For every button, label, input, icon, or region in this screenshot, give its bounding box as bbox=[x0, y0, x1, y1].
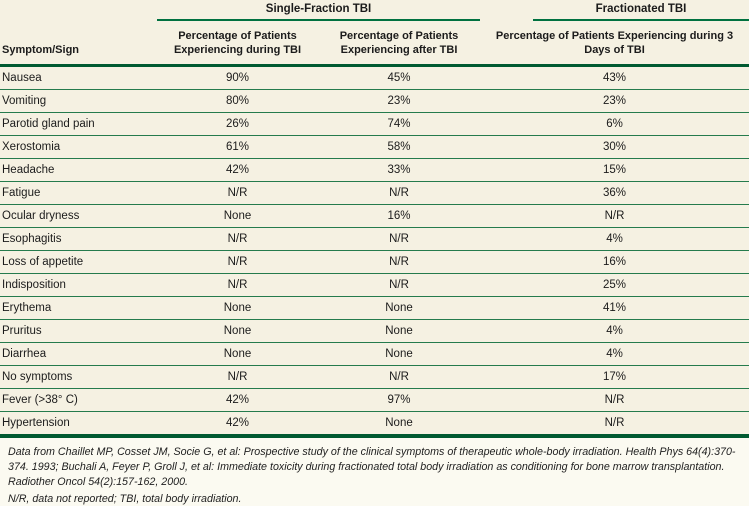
single-fraction-tbi-spanner: Single-Fraction TBI bbox=[157, 0, 481, 21]
abbreviations-note: N/R, data not reported; TBI, total body … bbox=[8, 493, 242, 506]
fractionated-tbi-cell: 4% bbox=[480, 342, 749, 366]
fractionated-tbi-cell: N/R bbox=[480, 204, 749, 228]
symptom-cell: Fever (>38° C) bbox=[0, 388, 157, 412]
fractionated-tbi-cell: 41% bbox=[480, 296, 749, 320]
during-tbi-cell: N/R bbox=[157, 227, 318, 251]
symptom-cell: Erythema bbox=[0, 296, 157, 320]
fractionated-tbi-spanner: Fractionated TBI bbox=[533, 0, 749, 21]
table-row: Diarrhea None None 4% bbox=[0, 342, 749, 366]
fractionated-tbi-cell: N/R bbox=[480, 388, 749, 412]
symptom-cell: Fatigue bbox=[0, 181, 157, 205]
during-tbi-cell: None bbox=[157, 342, 318, 366]
column-header-during-tbi: Percentage of Patients Experiencing duri… bbox=[157, 21, 318, 67]
after-tbi-cell: N/R bbox=[318, 250, 481, 274]
during-tbi-cell: 80% bbox=[157, 89, 318, 113]
during-tbi-cell: N/R bbox=[157, 250, 318, 274]
table-row: Fever (>38° C) 42% 97% N/R bbox=[0, 388, 749, 412]
after-tbi-cell: None bbox=[318, 411, 481, 436]
fractionated-tbi-cell: 15% bbox=[480, 158, 749, 182]
table-body: Nausea 90% 45% 43% Vomiting 80% 23% 23% … bbox=[0, 66, 749, 436]
after-tbi-cell: 33% bbox=[318, 158, 481, 182]
after-tbi-cell: None bbox=[318, 342, 481, 366]
fractionated-tbi-cell: 16% bbox=[480, 250, 749, 274]
during-tbi-cell: 42% bbox=[157, 388, 318, 412]
after-tbi-cell: None bbox=[318, 296, 481, 320]
fractionated-tbi-cell: 25% bbox=[480, 273, 749, 297]
fractionated-tbi-cell: 6% bbox=[480, 112, 749, 136]
spanner-header-row: Single-Fraction TBI Fractionated TBI bbox=[0, 0, 749, 21]
after-tbi-cell: 58% bbox=[318, 135, 481, 159]
column-header-after-tbi: Percentage of Patients Experiencing afte… bbox=[318, 21, 481, 67]
during-tbi-cell: None bbox=[157, 204, 318, 228]
table-row: Indisposition N/R N/R 25% bbox=[0, 273, 749, 297]
symptom-cell: Esophagitis bbox=[0, 227, 157, 251]
after-tbi-cell: N/R bbox=[318, 181, 481, 205]
during-tbi-cell: 42% bbox=[157, 411, 318, 436]
symptom-cell: Nausea bbox=[2, 72, 42, 84]
symptom-cell: Vomiting bbox=[0, 89, 157, 113]
after-tbi-cell: 23% bbox=[318, 89, 481, 113]
table-row: Ocular dryness None 16% N/R bbox=[0, 204, 749, 228]
table-row: Headache 42% 33% 15% bbox=[0, 158, 749, 182]
after-tbi-cell: 97% bbox=[318, 388, 481, 412]
symptom-cell: Diarrhea bbox=[0, 342, 157, 366]
fractionated-tbi-cell: 36% bbox=[480, 181, 749, 205]
table-row: No symptoms N/R N/R 17% bbox=[0, 365, 749, 389]
during-tbi-cell: 42% bbox=[157, 158, 318, 182]
spanner-spacer-cell bbox=[0, 0, 157, 21]
during-tbi-cell: N/R bbox=[157, 365, 318, 389]
symptom-cell: Xerostomia bbox=[0, 135, 157, 159]
after-tbi-cell: N/R bbox=[318, 365, 481, 389]
after-tbi-cell: None bbox=[318, 319, 481, 343]
during-tbi-cell: None bbox=[157, 296, 318, 320]
after-tbi-cell: N/R bbox=[318, 227, 481, 251]
table-row: Esophagitis N/R N/R 4% bbox=[0, 227, 749, 251]
table-row: Nausea 90% 45% 43% bbox=[0, 66, 749, 90]
after-tbi-cell: 74% bbox=[318, 112, 481, 136]
table-row: Vomiting 80% 23% 23% bbox=[0, 89, 749, 113]
fractionated-tbi-cell: 17% bbox=[480, 365, 749, 389]
during-tbi-cell: 26% bbox=[157, 112, 318, 136]
during-tbi-cell: N/R bbox=[157, 181, 318, 205]
table-row: Fatigue N/R N/R 36% bbox=[0, 181, 749, 205]
symptom-cell: Hypertension bbox=[0, 411, 157, 436]
fractionated-tbi-cell: N/R bbox=[480, 411, 749, 436]
table-row: Parotid gland pain 26% 74% 6% bbox=[0, 112, 749, 136]
fractionated-tbi-cell: 4% bbox=[480, 227, 749, 251]
after-tbi-cell: 45% bbox=[387, 72, 411, 84]
table-row: Xerostomia 61% 58% 30% bbox=[0, 135, 749, 159]
column-header-fractionated-tbi: Percentage of Patients Experiencing duri… bbox=[480, 21, 749, 67]
symptom-cell: Ocular dryness bbox=[0, 204, 157, 228]
during-tbi-cell: N/R bbox=[157, 273, 318, 297]
source-citation: Data from Chaillet MP, Cosset JM, Socie … bbox=[8, 446, 736, 488]
symptom-cell: Loss of appetite bbox=[0, 250, 157, 274]
footnotes: Data from Chaillet MP, Cosset JM, Socie … bbox=[0, 438, 749, 506]
during-tbi-cell: 90% bbox=[225, 72, 250, 84]
fractionated-tbi-cell: 30% bbox=[480, 135, 749, 159]
fractionated-tbi-cell: 23% bbox=[480, 89, 749, 113]
symptom-cell: Indisposition bbox=[0, 273, 157, 297]
spanner-fractionated-cell: Fractionated TBI bbox=[480, 0, 749, 21]
during-tbi-cell: None bbox=[157, 319, 318, 343]
fractionated-tbi-cell: 4% bbox=[480, 319, 749, 343]
table-row: Erythema None None 41% bbox=[0, 296, 749, 320]
symptom-cell: Headache bbox=[0, 158, 157, 182]
during-tbi-cell: 61% bbox=[157, 135, 318, 159]
table-row: Pruritus None None 4% bbox=[0, 319, 749, 343]
table-row: Loss of appetite N/R N/R 16% bbox=[0, 250, 749, 274]
symptom-cell: Pruritus bbox=[0, 319, 157, 343]
after-tbi-cell: 16% bbox=[318, 204, 481, 228]
tbi-symptoms-table: Single-Fraction TBI Fractionated TBI Sym… bbox=[0, 0, 749, 438]
column-header-symptom-sign: Symptom/Sign bbox=[0, 21, 157, 67]
fractionated-tbi-cell: 43% bbox=[603, 72, 627, 84]
spanner-single-fraction-cell: Single-Fraction TBI bbox=[157, 0, 481, 21]
symptom-cell: No symptoms bbox=[0, 365, 157, 389]
symptom-cell: Parotid gland pain bbox=[0, 112, 157, 136]
column-header-row: Symptom/Sign Percentage of Patients Expe… bbox=[0, 21, 749, 67]
after-tbi-cell: N/R bbox=[318, 273, 481, 297]
table-row: Hypertension 42% None N/R bbox=[0, 411, 749, 436]
